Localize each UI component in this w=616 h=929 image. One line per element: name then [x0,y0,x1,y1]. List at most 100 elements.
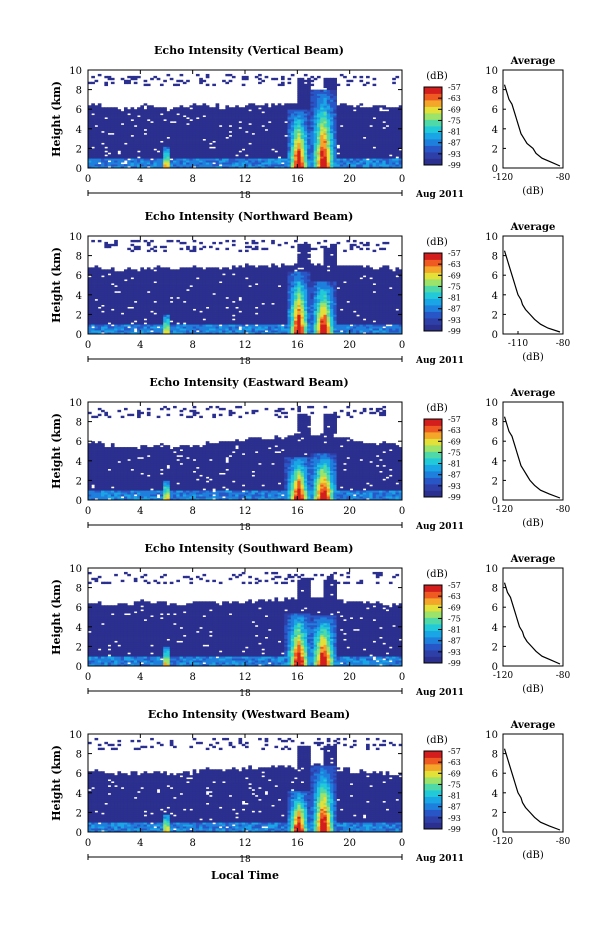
heatmap-cell [134,127,138,129]
heatmap-cell [206,74,210,76]
heatmap-cell [186,80,190,82]
heatmap-cell [114,271,118,273]
heatmap-cell [95,265,99,267]
heatmap-cell [353,107,357,109]
heatmap-cell [153,250,157,252]
heatmap-cell [186,119,190,121]
heatmap-cell [121,78,125,80]
heatmap-cell [395,158,399,160]
heatmap-cell [310,84,314,86]
y-tick-label: 10 [69,66,82,77]
heatmap-cell [121,125,125,127]
heatmap-cell [340,74,344,76]
heatmap-cell [268,123,272,125]
heatmap-cell [101,107,105,109]
colorbar-segment [424,100,442,107]
heatmap-cell [131,76,135,78]
heatmap-cell [101,144,105,146]
heatmap-cell [131,269,135,271]
heatmap-cell [353,111,357,113]
heatmap-cell [114,293,118,295]
panel-title: Echo Intensity (Northward Beam) [145,210,354,223]
heatmap-cell [278,158,282,160]
heatmap-cell [376,105,380,107]
heatmap-cell [111,244,115,246]
heatmap-cell [114,240,118,242]
heatmap-cell [363,84,367,86]
heatmap-cell [242,84,246,86]
heatmap-cell [91,328,95,330]
heatmap-cell [382,105,386,107]
heatmap-cell [281,82,285,84]
heatmap-cell [101,277,105,279]
heatmap-cell [144,320,148,322]
heatmap-cell [268,107,272,109]
heatmap-cell [117,271,121,273]
heatmap-cell [101,312,105,314]
heatmap-cell [98,309,102,311]
heatmap-cell [183,107,187,109]
heatmap-cell [167,74,171,76]
x-tick-label: 0 [399,174,405,185]
x-tick-label: 12 [239,174,252,185]
heatmap-cell [150,123,154,125]
heatmap-cell [167,139,171,141]
heatmap-cell [258,74,262,76]
heatmap-cell [111,326,115,328]
heatmap-cell [366,107,370,109]
heatmap-cell [104,119,108,121]
y-tick-label: 4 [76,125,82,136]
heatmap-cell [202,103,206,105]
heatmap-cell [261,113,265,115]
heatmap-cell [95,105,99,107]
heatmap-cell [124,164,128,166]
heatmap-cell [131,309,135,311]
heatmap-cell [248,144,252,146]
heatmap-cell [150,248,154,250]
heatmap-cell [225,105,229,107]
heatmap-cell [183,82,187,84]
heatmap-cell [238,129,242,131]
colorbar-tick-label: -69 [448,105,461,114]
heatmap-cell [183,117,187,119]
heatmap-cell [163,246,167,248]
heatmap-cell [163,80,167,82]
heatmap-cell [144,80,148,82]
heatmap-cell [88,105,92,107]
y-tick-label: 6 [76,105,82,116]
colorbar-tick-label: -57 [448,83,461,92]
heatmap-cell [108,324,112,326]
heatmap-cell [134,240,138,242]
heatmap-cell [95,301,99,303]
heatmap-cell [363,107,367,109]
heatmap-cell [124,80,128,82]
heatmap-cell [261,105,265,107]
heatmap-cell [160,267,164,269]
heatmap-cell [199,78,203,80]
heatmap-cell [320,90,324,92]
heatmap-cell [147,242,151,244]
heatmap-cell [137,158,141,160]
heatmap-cell [350,105,354,107]
heatmap-cell [235,105,239,107]
heatmap-cell [167,267,171,269]
average-y-tick-label: 8 [492,86,498,97]
heatmap-cell [124,269,128,271]
heatmap-cell [337,84,341,86]
heatmap-cell [212,148,216,150]
heatmap-cell [101,269,105,271]
heatmap-cell [310,80,314,82]
heatmap-cell [288,78,292,80]
heatmap-cell [189,105,193,107]
heatmap-cell [134,303,138,305]
heatmap-cell [124,281,128,283]
heatmap-cell [216,103,220,105]
heatmap-cell [163,107,167,109]
heatmap-cell [337,148,341,150]
heatmap-cell [281,76,285,78]
heatmap-cell [291,103,295,105]
colorbar-segment [424,113,442,120]
heatmap-cell [258,105,262,107]
heatmap-cell [258,109,262,111]
heatmap-cell [170,109,174,111]
